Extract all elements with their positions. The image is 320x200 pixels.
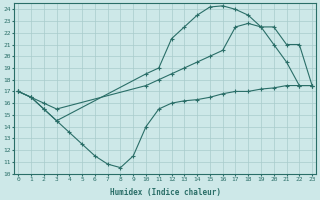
- X-axis label: Humidex (Indice chaleur): Humidex (Indice chaleur): [110, 188, 221, 197]
